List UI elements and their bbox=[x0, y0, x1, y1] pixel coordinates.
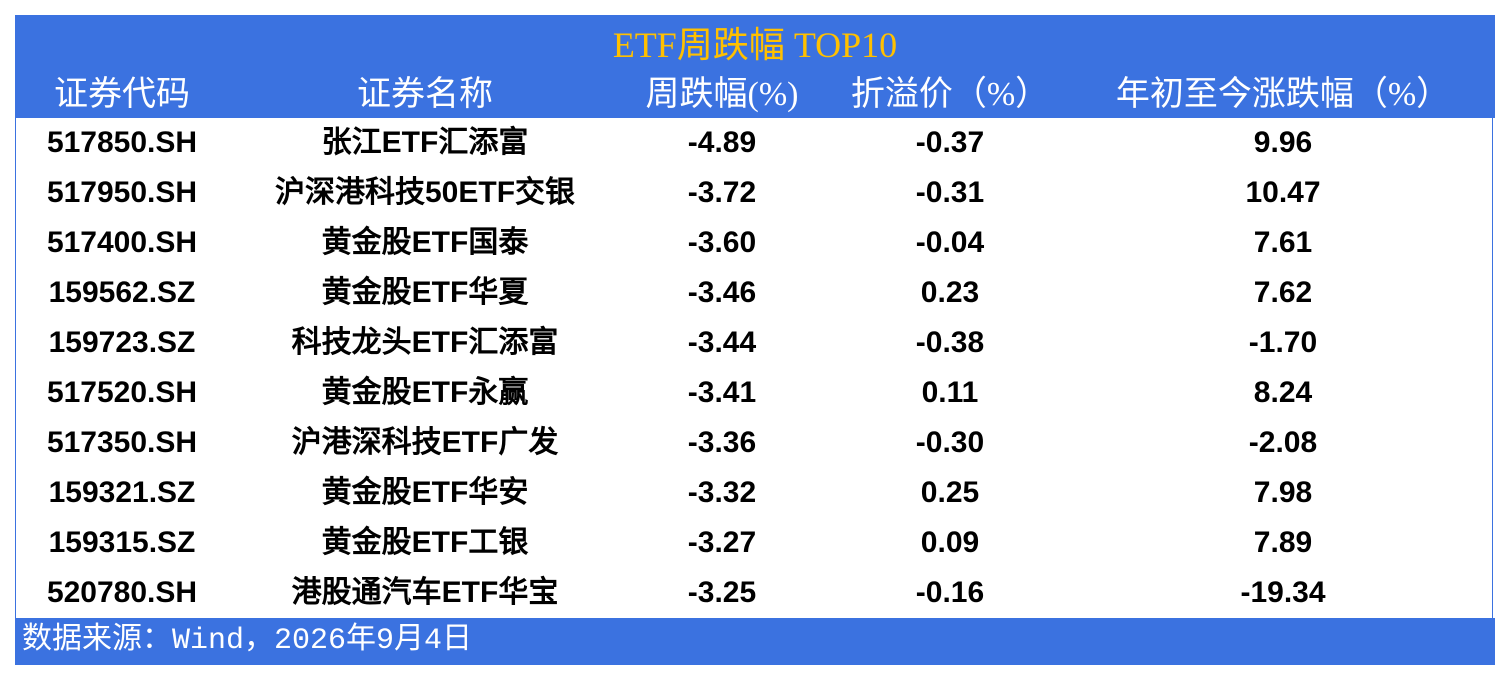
security-name: 港股通汽车ETF华宝 bbox=[291, 576, 559, 609]
weekly-change: -3.27 bbox=[687, 526, 757, 559]
premium: -0.04 bbox=[915, 226, 985, 259]
ytd-change: -2.08 bbox=[1248, 426, 1318, 459]
security-name: 沪深港科技50ETF交银 bbox=[274, 176, 576, 209]
column-header: 折溢价（%） bbox=[850, 76, 1050, 113]
weekly-change: -3.32 bbox=[687, 476, 757, 509]
header-band: ETF周跌幅 TOP10 证券代码 证券名称 周跌幅(%) 折溢价（%） 年初至今涨跌幅… bbox=[15, 15, 1495, 118]
premium: 0.11 bbox=[921, 376, 979, 409]
security-name: 黄金股ETF华夏 bbox=[321, 276, 529, 309]
weekly-change: -4.89 bbox=[687, 126, 757, 159]
security-code: 159315.SZ bbox=[48, 526, 196, 559]
weekly-change: -3.36 bbox=[687, 426, 757, 459]
security-code: 517950.SH bbox=[46, 176, 198, 209]
security-name: 黄金股ETF工银 bbox=[321, 526, 529, 559]
security-name: 沪港深科技ETF广发 bbox=[291, 426, 559, 459]
table-title: ETF周跌幅 TOP10 bbox=[612, 25, 898, 65]
security-code: 517850.SH bbox=[46, 126, 198, 159]
premium: 0.25 bbox=[920, 476, 980, 509]
premium: -0.38 bbox=[915, 326, 985, 359]
premium: -0.30 bbox=[915, 426, 985, 459]
column-header: 证券代码 bbox=[54, 76, 190, 113]
security-name: 黄金股ETF国泰 bbox=[321, 226, 529, 259]
security-code: 159321.SZ bbox=[48, 476, 196, 509]
security-code: 159723.SZ bbox=[48, 326, 196, 359]
premium: -0.16 bbox=[915, 576, 985, 609]
security-name: 科技龙头ETF汇添富 bbox=[291, 326, 559, 359]
ytd-change: 8.24 bbox=[1253, 376, 1313, 409]
ytd-change: 7.61 bbox=[1253, 226, 1313, 259]
ytd-change: -1.70 bbox=[1248, 326, 1318, 359]
ytd-change: 7.62 bbox=[1253, 276, 1313, 309]
weekly-change: -3.72 bbox=[687, 176, 757, 209]
weekly-change: -3.60 bbox=[687, 226, 757, 259]
ytd-change: 7.98 bbox=[1253, 476, 1313, 509]
security-name: 张江ETF汇添富 bbox=[321, 126, 529, 159]
security-code: 159562.SZ bbox=[48, 276, 196, 309]
source-note: 数据来源：Wind，2026年9月4日 bbox=[22, 624, 473, 658]
premium: -0.31 bbox=[915, 176, 985, 209]
footer-band: 数据来源：Wind，2026年9月4日 bbox=[15, 618, 1495, 665]
security-name: 黄金股ETF永赢 bbox=[321, 376, 529, 409]
security-code: 517350.SH bbox=[46, 426, 198, 459]
premium: 0.23 bbox=[920, 276, 980, 309]
column-header: 证券名称 bbox=[357, 76, 493, 113]
ytd-change: 9.96 bbox=[1253, 126, 1313, 159]
security-code: 517400.SH bbox=[46, 226, 198, 259]
weekly-change: -3.25 bbox=[687, 576, 757, 609]
ytd-change: 10.47 bbox=[1245, 176, 1321, 209]
column-header: 周跌幅(%) bbox=[645, 76, 799, 113]
premium: 0.09 bbox=[920, 526, 980, 559]
ytd-change: 7.89 bbox=[1253, 526, 1313, 559]
weekly-change: -3.46 bbox=[687, 276, 757, 309]
security-code: 517520.SH bbox=[46, 376, 198, 409]
security-name: 黄金股ETF华安 bbox=[321, 476, 529, 509]
weekly-change: -3.41 bbox=[687, 376, 757, 409]
security-code: 520780.SH bbox=[46, 576, 198, 609]
column-header: 年初至今涨跌幅（%） bbox=[1115, 76, 1451, 113]
premium: -0.37 bbox=[915, 126, 985, 159]
weekly-change: -3.44 bbox=[687, 326, 757, 359]
ytd-change: -19.34 bbox=[1240, 576, 1326, 609]
